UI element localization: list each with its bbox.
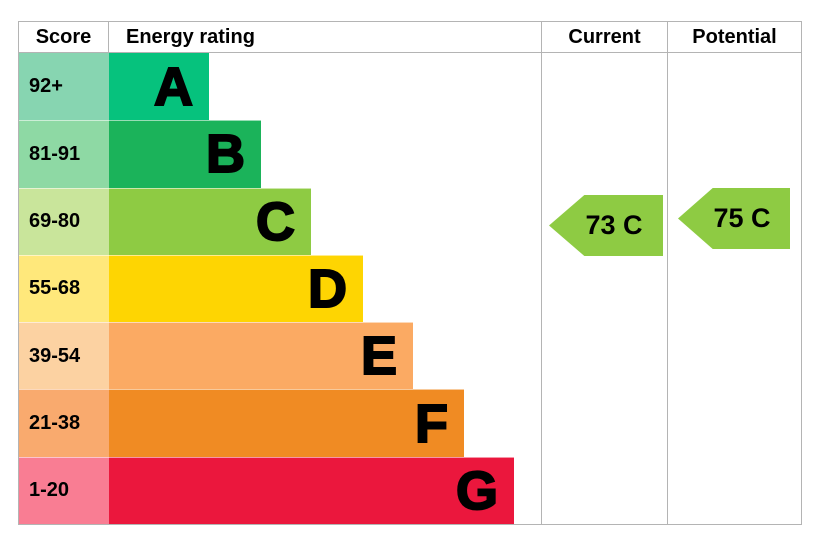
current-rating-arrow: 73 C [549, 195, 663, 256]
epc-table: Score Energy rating Current Potential 92… [18, 21, 802, 525]
rating-bar-a: A [109, 53, 209, 121]
score-range-e: 39-54 [19, 322, 109, 390]
table-body: 92+ A 81-91 B 69-80 C 55-68 D 39-54 E [19, 53, 801, 524]
rating-bar-b: B [109, 120, 261, 188]
potential-rating-arrow: 75 C [678, 188, 790, 249]
potential-column: 75 C [667, 53, 801, 524]
table-header-row: Score Energy rating Current Potential [19, 22, 801, 53]
energy-rating-column-header: Energy rating [126, 25, 255, 48]
rating-bands: 92+ A 81-91 B 69-80 C 55-68 D 39-54 E [19, 53, 541, 524]
band-row-e: 39-54 E [19, 322, 541, 390]
score-column-header: Score [19, 22, 109, 52]
score-range-c: 69-80 [19, 187, 109, 255]
band-row-d: 55-68 D [19, 254, 541, 323]
rating-bar-f: F [109, 389, 464, 457]
rating-bar-e: E [109, 322, 413, 390]
band-row-g: 1-20 G [19, 456, 541, 524]
score-range-f: 21-38 [19, 389, 109, 457]
score-range-a: 92+ [19, 53, 109, 121]
rating-bar-c: C [109, 187, 311, 255]
band-row-b: 81-91 B [19, 120, 541, 188]
band-row-c: 69-80 C [19, 187, 541, 255]
score-range-b: 81-91 [19, 120, 109, 188]
score-range-g: 1-20 [19, 456, 109, 524]
band-row-a: 92+ A [19, 53, 541, 121]
score-range-d: 55-68 [19, 254, 109, 323]
rating-bar-g: G [109, 456, 514, 524]
current-column: 73 C [541, 53, 667, 524]
rating-bar-d: D [109, 254, 363, 323]
potential-column-header: Potential [667, 22, 801, 52]
band-row-f: 21-38 F [19, 389, 541, 457]
current-column-header: Current [541, 22, 667, 52]
